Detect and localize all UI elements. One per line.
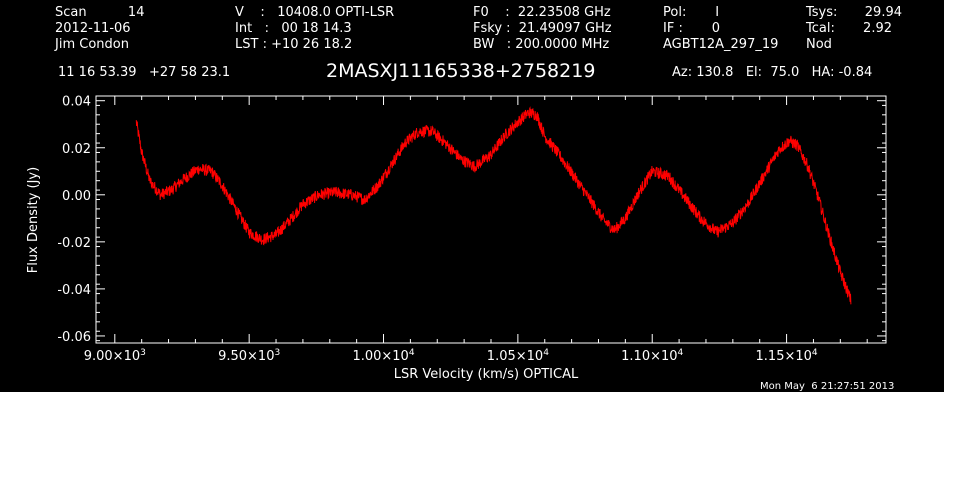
- tcal-value: 2.92: [863, 21, 892, 36]
- sky-frequency-label: Fsky : 21.49097 GHz: [473, 21, 612, 36]
- y-tick-label: 0.00: [62, 189, 91, 204]
- spectrum-panel: Scan 14 2012-11-06 Jim Condon V : 10408.…: [0, 0, 944, 392]
- rest-frequency-label: F0 : 22.23508 GHz: [473, 5, 611, 20]
- date-label: 2012-11-06: [55, 21, 131, 36]
- observer-label: Jim Condon: [55, 37, 129, 52]
- x-tick-label: 1.10×104: [621, 348, 683, 364]
- tsys-label: Tsys:: [806, 5, 838, 20]
- timestamp: Mon May 6 21:27:51 2013: [760, 381, 895, 392]
- if-label: IF : 0: [663, 21, 721, 36]
- y-tick-label: -0.02: [57, 236, 91, 251]
- mode-label: Nod: [806, 37, 832, 52]
- integration-label: Int : 00 18 14.3: [235, 21, 352, 36]
- scan-label: Scan 14: [55, 5, 145, 20]
- coordinates-label: 11 16 53.39 +27 58 23.1: [58, 65, 231, 80]
- velocity-label: V : 10408.0 OPTI-LSR: [235, 5, 395, 20]
- x-tick-label: 1.00×104: [352, 348, 414, 364]
- project-label: AGBT12A_297_19: [663, 37, 779, 52]
- tsys-value: 29.94: [864, 5, 902, 20]
- pointing-label: Az: 130.8 El: 75.0 HA: -0.84: [672, 65, 873, 80]
- polarization-label: Pol: I: [663, 5, 720, 20]
- plot-frame: [95, 95, 887, 344]
- x-axis-label: LSR Velocity (km/s) OPTICAL: [394, 367, 579, 382]
- x-tick-label: 9.50×103: [218, 348, 280, 364]
- y-tick-label: -0.04: [57, 283, 91, 298]
- x-tick-label: 1.05×104: [487, 348, 549, 364]
- tick-marks: [96, 96, 886, 343]
- y-tick-label: 0.02: [62, 142, 91, 157]
- y-axis-label: Flux Density (Jy): [26, 167, 41, 273]
- bandwidth-label: BW : 200.0000 MHz: [473, 37, 610, 52]
- source-name: 2MASXJ11165338+2758219: [326, 60, 596, 82]
- y-tick-label: -0.06: [57, 330, 91, 345]
- x-tick-label: 1.15×104: [756, 348, 818, 364]
- x-tick-label: 9.00×103: [84, 348, 146, 364]
- lst-label: LST : +10 26 18.2: [235, 37, 353, 52]
- y-tick-label: 0.04: [62, 95, 91, 110]
- spectrum-chart: LSR Velocity (km/s) OPTICAL Flux Density…: [26, 95, 887, 382]
- spectrum-series-line: [135, 106, 852, 305]
- tcal-label: Tcal:: [806, 21, 835, 36]
